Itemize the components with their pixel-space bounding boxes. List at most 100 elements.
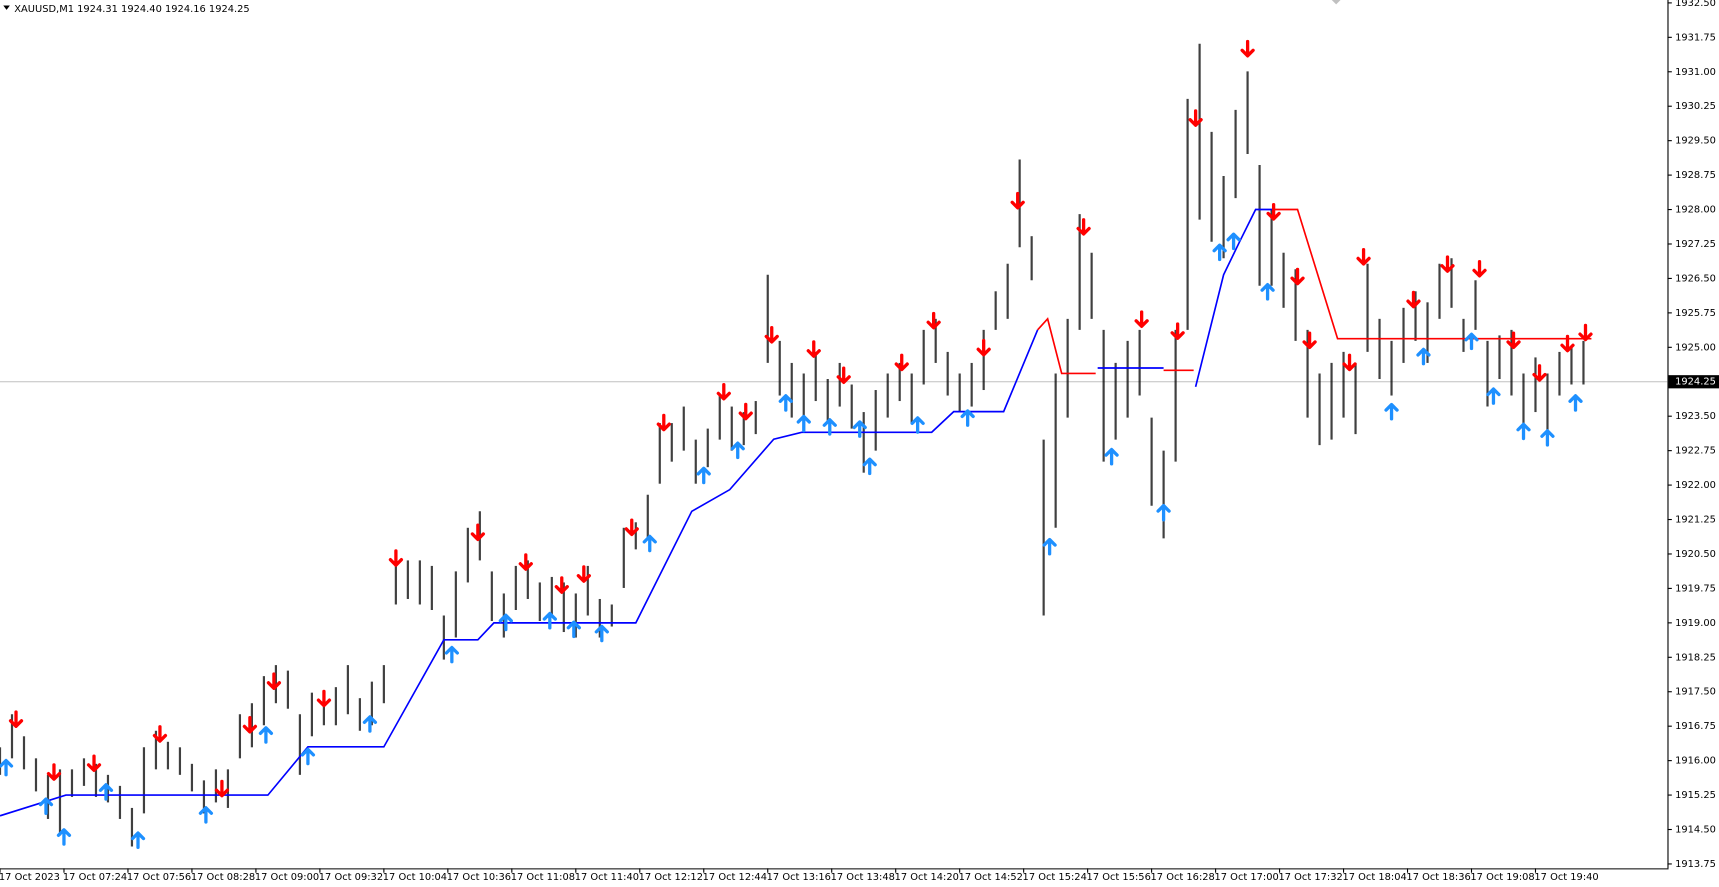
y-tick-label: 1931.00 [1675,67,1716,78]
y-tick-label: 1928.75 [1675,170,1716,181]
sell-arrow [836,366,851,385]
x-tick-label: 17 Oct 08:28 [191,872,255,883]
y-tick-label: 1915.25 [1675,790,1716,801]
y-tick-label: 1916.00 [1675,756,1716,767]
shift-marker [1331,0,1341,5]
y-tick-label: 1929.50 [1675,136,1716,147]
buy-arrow [1568,394,1583,412]
buy-arrow [862,457,877,476]
x-tick-label: 17 Oct 10:04 [383,872,447,883]
buy-arrow [300,747,316,766]
buy-arrow [444,645,459,664]
x-tick-label: 17 Oct 14:52 [959,872,1023,883]
sell-arrow [656,413,671,432]
sell-arrow [518,553,533,571]
y-tick-label: 1932.50 [1675,0,1716,9]
buy-arrow [822,418,837,436]
sell-arrow [1302,331,1317,350]
sell-arrow [1266,203,1281,221]
buy-arrow [1384,402,1399,421]
x-tick-label: 17 Oct 16:28 [1151,872,1215,883]
y-tick-label: 1918.25 [1675,652,1716,663]
x-tick-label: 17 Oct 17:00 [1214,872,1278,883]
buy-arrow [1416,347,1431,366]
y-tick-label: 1919.00 [1675,618,1716,629]
trailing-line [1037,208,1592,375]
sell-arrow [1188,109,1203,127]
sell-arrow [1290,267,1305,286]
sell-arrow [1440,255,1455,273]
buy-arrow [960,409,975,427]
current-price-label: 1924.25 [1675,377,1716,388]
sell-arrow [266,672,282,690]
y-tick-label: 1920.50 [1675,549,1716,560]
buy-arrow [38,797,54,816]
buy-arrow [198,806,214,824]
sell-arrow [976,338,991,357]
sell-arrow [86,754,102,773]
buy-arrow [852,420,867,438]
sell-arrow [46,763,62,781]
x-tick-label: 17 Oct 10:36 [447,872,511,883]
y-tick-label: 1922.00 [1675,480,1716,491]
y-tick-label: 1925.00 [1675,342,1716,353]
sell-arrow [1342,353,1357,372]
x-tick-label: 17 Oct 07:24 [63,872,127,883]
sell-arrow [894,353,909,372]
x-tick-label: 17 Oct 2023 [0,872,60,883]
sell-arrow [764,326,779,344]
buy-arrow [1260,283,1275,301]
y-tick-label: 1925.75 [1675,308,1716,319]
sell-arrow [1506,331,1521,350]
y-tick-label: 1930.25 [1675,101,1716,112]
buy-arrow [362,715,378,733]
buy-arrow [1156,503,1171,522]
buy-arrow [910,416,925,434]
buy-arrow [498,613,513,632]
buy-arrow [1212,243,1227,262]
buy-arrow [98,783,114,801]
y-tick-label: 1921.25 [1675,515,1716,526]
sell-arrow [316,689,332,708]
sell-arrow [1240,39,1255,58]
x-tick-label: 17 Oct 14:20 [895,872,959,883]
sell-arrow [8,710,24,728]
x-tick-label: 17 Oct 13:16 [767,872,831,883]
y-tick-label: 1931.75 [1675,32,1716,43]
sell-arrow [1578,323,1593,342]
sell-arrow [1560,334,1575,353]
sell-arrow [738,402,753,421]
sell-arrow [242,715,258,734]
buy-arrow [56,828,72,846]
y-tick-label: 1919.75 [1675,583,1716,594]
x-tick-label: 17 Oct 13:48 [831,872,895,883]
buy-arrow [696,466,711,485]
buy-arrow [1104,447,1119,466]
x-tick-label: 17 Oct 18:36 [1406,872,1470,883]
x-tick-label: 17 Oct 12:44 [703,872,767,883]
sell-arrow [1170,322,1185,340]
x-tick-label: 17 Oct 17:32 [1278,872,1342,883]
sell-arrow [1356,247,1371,266]
x-tick-label: 17 Oct 11:40 [575,872,639,883]
y-tick-label: 1922.75 [1675,446,1716,457]
sell-arrow [1472,259,1487,278]
symbol-menu-toggle[interactable] [3,5,10,10]
sell-arrow [1406,290,1421,309]
buy-arrow [1226,232,1241,251]
y-tick-label: 1916.75 [1675,721,1716,732]
x-tick-label: 17 Oct 09:32 [319,872,383,883]
x-tick-label: 17 Oct 19:08 [1470,872,1534,883]
sell-arrow [1532,364,1547,382]
sell-arrow [388,549,404,567]
x-tick-label: 17 Oct 12:12 [639,872,703,883]
buy-arrow [642,534,657,553]
sell-arrow [1076,218,1091,236]
buy-arrow [778,394,793,412]
buy-arrow [1042,537,1057,556]
x-tick-label: 17 Oct 07:56 [127,872,191,883]
y-tick-label: 1917.50 [1675,687,1716,698]
x-tick-label: 17 Oct 18:04 [1342,872,1406,883]
y-tick-label: 1928.00 [1675,205,1716,216]
